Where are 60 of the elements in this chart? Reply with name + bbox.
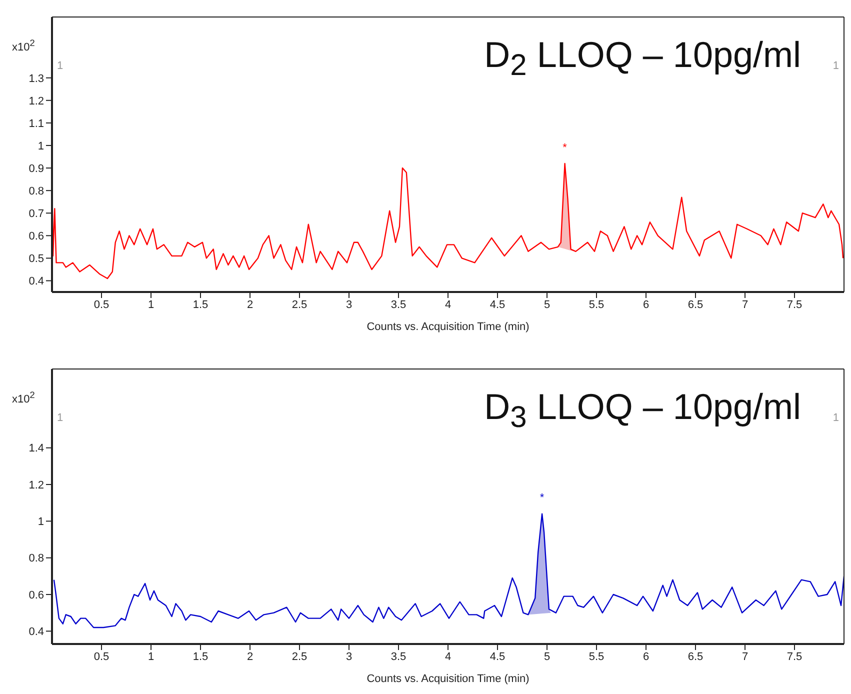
x-tick-label: 1.5 (192, 298, 208, 311)
x-tick-label: 6.5 (688, 298, 704, 311)
x-tick-label: 5 (544, 650, 550, 663)
x-tick-label: 3.5 (390, 298, 406, 311)
x-tick-label: 1.5 (192, 650, 208, 663)
y-tick-label: 0.8 (28, 185, 44, 198)
y-tick-label: 1.3 (28, 72, 44, 85)
x-tick-label: 5.5 (588, 298, 604, 311)
x-tick-label: 2 (246, 650, 254, 663)
x-tick-label: 6 (642, 650, 650, 663)
x-tick-label: 4 (444, 650, 452, 663)
annotation: 1 (832, 60, 839, 72)
annotation: * (562, 142, 568, 154)
text: D$_{2}$ LLOQ – 10pg/ml (484, 34, 801, 84)
y-tick-label: 1 (38, 516, 44, 528)
x-tick-label: 7 (742, 298, 748, 311)
x-tick-label: 0.5 (94, 650, 110, 663)
y-tick-label: 1.1 (28, 118, 44, 130)
x-axis-title: Counts vs. Acquisition Time (min) (366, 321, 530, 333)
annotation: 1 (57, 412, 64, 424)
y-tick-label: 1 (38, 140, 44, 152)
y-tick-label: 1.2 (28, 95, 44, 108)
x-tick-label: 4.5 (490, 650, 506, 663)
annotation: 1 (832, 412, 839, 424)
x-tick-label: 1 (148, 298, 154, 311)
text: D$_{3}$ LLOQ – 10pg/ml (484, 386, 801, 436)
annotation: 1 (57, 60, 64, 72)
x-tick-label: 4.5 (490, 298, 506, 311)
x-tick-label: 1 (148, 650, 154, 663)
y-tick-label: 0.4 (28, 276, 44, 288)
y-tick-label: 1.2 (28, 479, 44, 492)
x-tick-label: 2.5 (292, 650, 308, 663)
x-tick-label: 5.5 (588, 650, 604, 663)
x-tick-label: 2.5 (292, 298, 308, 311)
x-tick-label: 7.5 (786, 298, 802, 311)
y-tick-label: 0.6 (28, 230, 44, 243)
x-tick-label: 3.5 (390, 650, 406, 663)
x-tick-label: 5 (544, 298, 550, 311)
y-axis-title: x10$^{2}$ (12, 38, 35, 54)
x-axis-title: Counts vs. Acquisition Time (min) (366, 673, 530, 685)
annotation: * (538, 492, 546, 504)
y-tick-label: 0.7 (28, 208, 44, 220)
y-tick-label: 0.9 (28, 162, 44, 175)
y-tick-label: 0.6 (28, 589, 44, 602)
x-tick-label: 3 (346, 650, 352, 663)
y-axis-title: x10$^{2}$ (12, 390, 35, 406)
line-series (53, 513, 844, 628)
x-tick-label: 7 (742, 650, 748, 663)
x-tick-label: 4 (444, 298, 452, 311)
x-tick-label: 7.5 (786, 650, 802, 663)
y-tick-label: 0.5 (28, 253, 44, 266)
y-tick-label: 0.8 (28, 552, 44, 565)
y-tick-label: 1.4 (28, 442, 44, 455)
x-tick-label: 0.5 (94, 298, 110, 311)
line-series (52, 162, 844, 280)
y-tick-label: 0.4 (28, 626, 44, 638)
x-tick-label: 3 (346, 298, 352, 311)
x-tick-label: 6.5 (688, 650, 704, 663)
x-tick-label: 2 (246, 298, 254, 311)
x-tick-label: 6 (642, 298, 650, 311)
